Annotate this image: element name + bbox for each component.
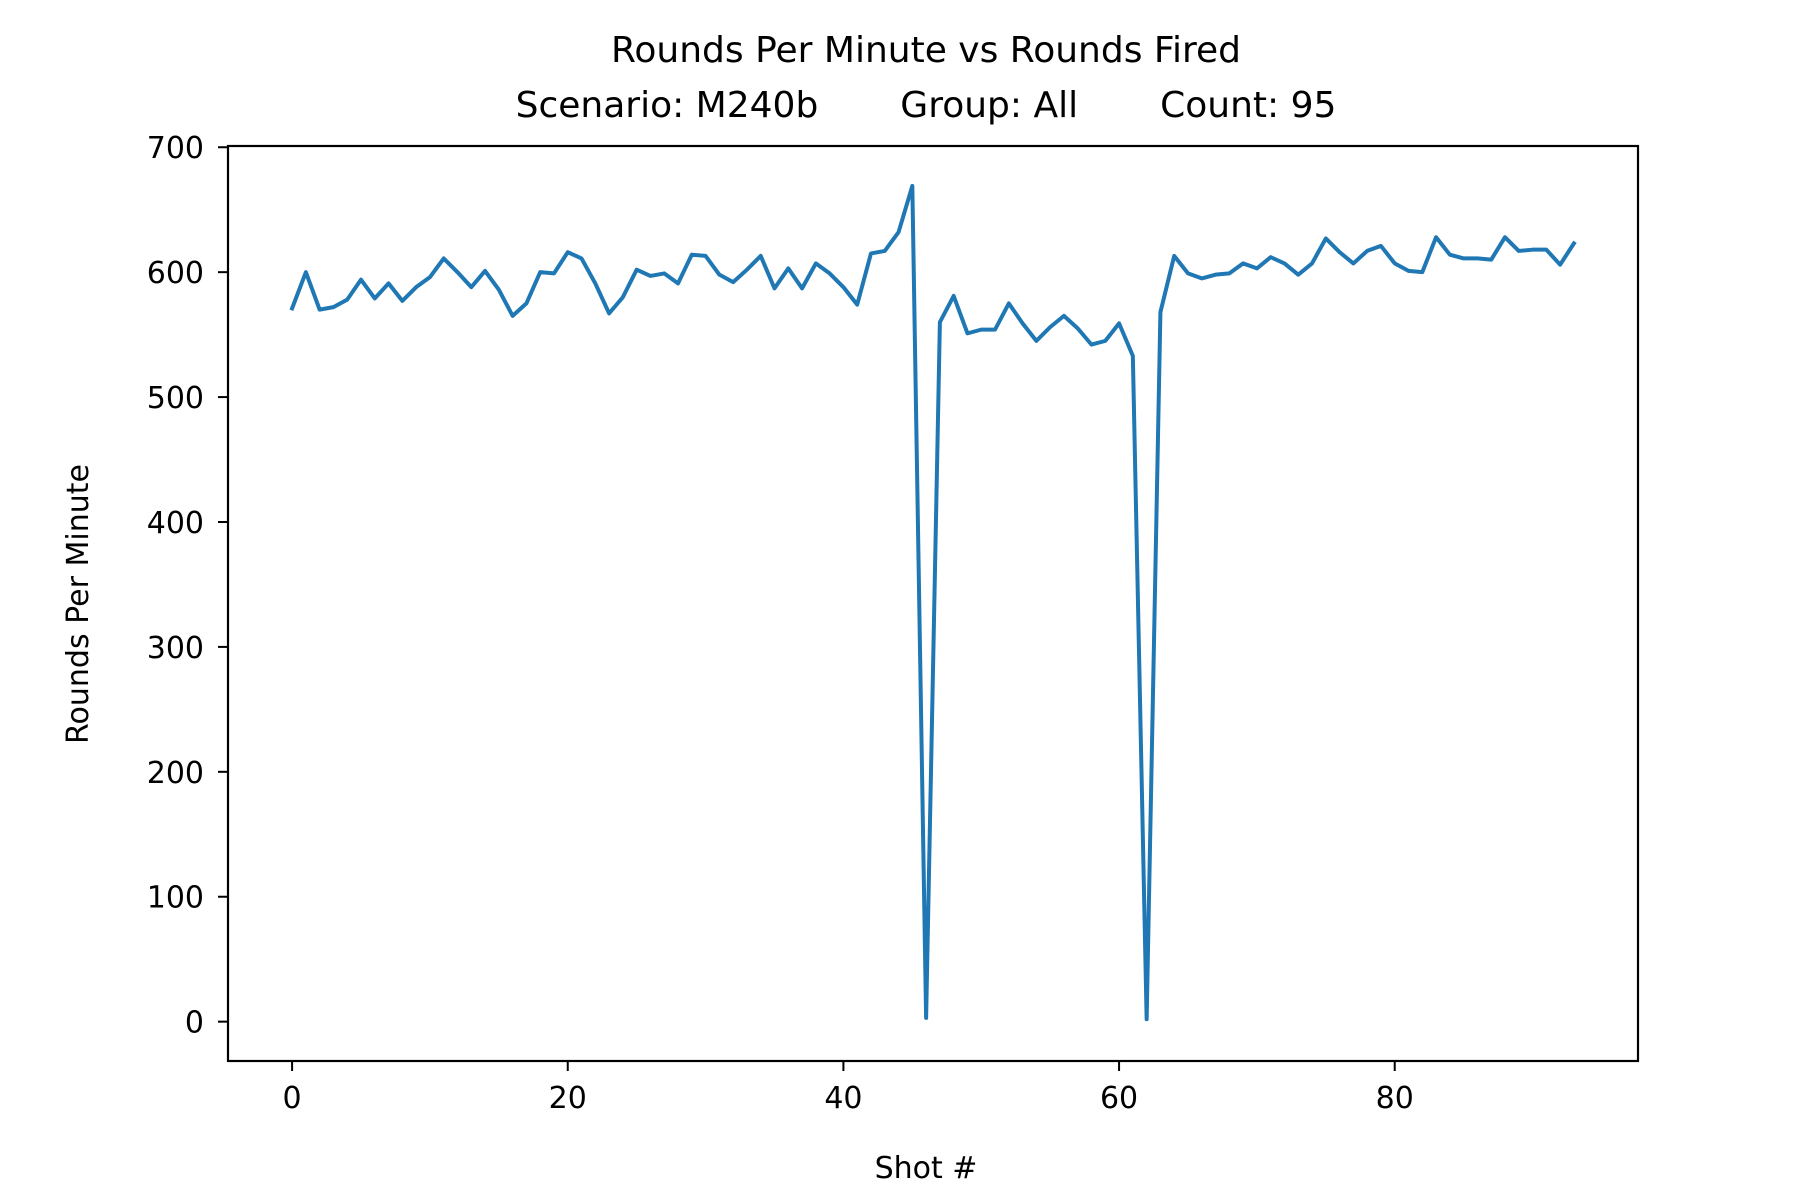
subtitle-scenario: Scenario: M240b [516, 85, 819, 126]
plot-area [289, 183, 1577, 1022]
y-tick-label: 500 [147, 381, 204, 416]
x-tick-label: 40 [824, 1081, 862, 1116]
y-tick-label: 200 [147, 756, 204, 791]
x-axis-label: Shot # [875, 1151, 978, 1186]
axes-frame [226, 144, 1640, 1063]
chart-subtitle: Scenario: M240b Group: All Count: 95 [516, 85, 1337, 126]
subtitle-count: Count: 95 [1160, 85, 1336, 126]
x-tick-label: 20 [549, 1081, 587, 1116]
x-tick-label: 80 [1376, 1081, 1414, 1116]
y-tick-label: 700 [147, 131, 204, 166]
y-tick-label: 600 [147, 256, 204, 291]
series-line [289, 183, 1577, 1022]
y-tick-label: 400 [147, 506, 204, 541]
x-tick-label: 60 [1100, 1081, 1138, 1116]
y-tick-label: 300 [147, 631, 204, 666]
y-tick-label: 100 [147, 881, 204, 916]
y-tick-label: 0 [185, 1006, 204, 1041]
x-tick-label: 0 [283, 1081, 302, 1116]
chart-title: Rounds Per Minute vs Rounds Fired [611, 30, 1241, 71]
x-axis-ticks: 0 20 40 60 80 [283, 1061, 1414, 1116]
subtitle-group: Group: All [900, 85, 1078, 126]
y-axis-ticks: 0 100 200 300 400 500 600 700 [147, 131, 228, 1041]
y-axis-label: Rounds Per Minute [61, 464, 96, 744]
